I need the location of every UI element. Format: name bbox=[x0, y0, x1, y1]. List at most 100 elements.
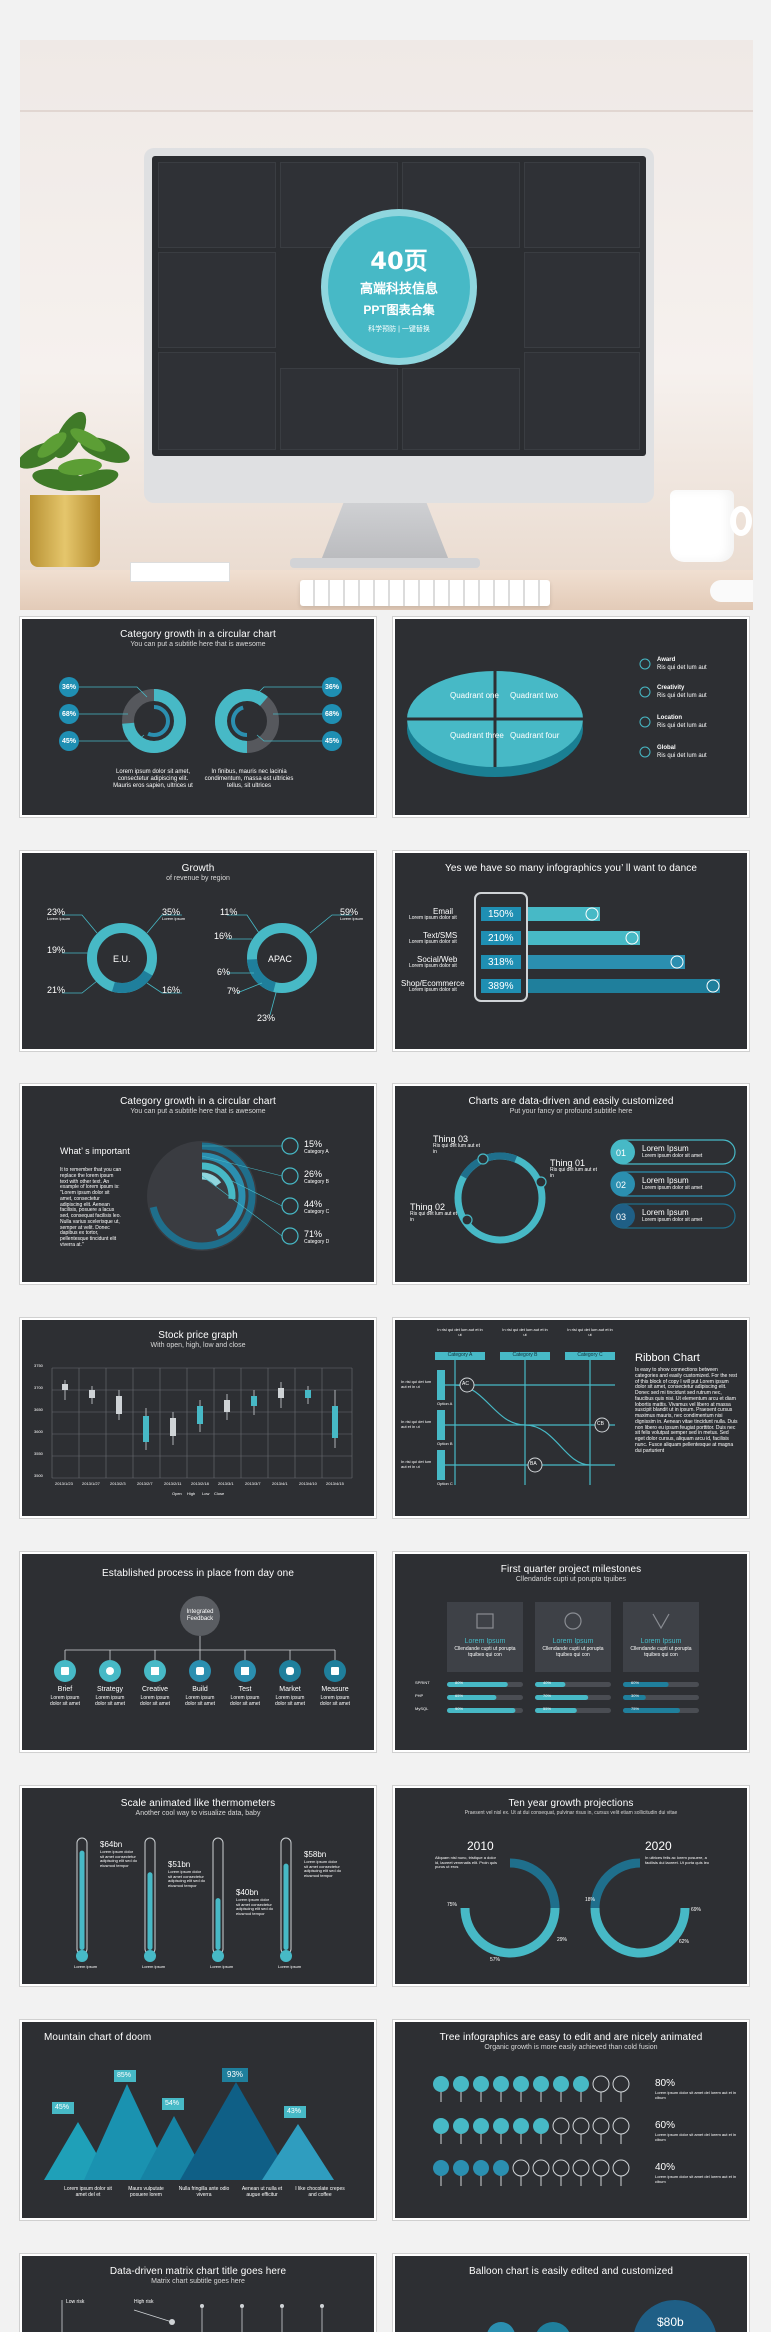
step-text: Lorem ipsum dolor sit amet bbox=[229, 1695, 260, 1707]
thermo-caption: Lorem ipsum bbox=[210, 1964, 234, 1969]
step-name: Measure bbox=[321, 1686, 349, 1693]
slide-balloons: Balloon chart is easily edited and custo… bbox=[392, 2253, 750, 2332]
mug bbox=[670, 490, 734, 562]
arc-value: 75% bbox=[447, 1902, 458, 1908]
step-name: Test bbox=[238, 1686, 252, 1693]
quadrant-label: Quadrant two bbox=[510, 691, 559, 700]
wall-line bbox=[20, 110, 753, 112]
progress-fill bbox=[623, 1708, 680, 1713]
thermo-text: Lorem ipsum dolor sit amet consectetur a… bbox=[236, 1897, 274, 1916]
slide-mountains: Mountain chart of doom 45% 85% 54% 93% 4… bbox=[19, 2019, 377, 2221]
row-label: Email bbox=[433, 907, 454, 916]
ribbon-node: CB bbox=[597, 1421, 604, 1427]
slide-subtitle: With open, high, low and close bbox=[150, 1342, 246, 1349]
x-tick: 2013/2/11 bbox=[164, 1481, 182, 1486]
tree-icon bbox=[473, 2076, 489, 2092]
tree-icon bbox=[612, 2117, 630, 2135]
thermo-level bbox=[283, 1863, 289, 1950]
card-text: Cllendande cupti ut porupta tquibes qui … bbox=[630, 1646, 692, 1658]
percent-label: 21% bbox=[47, 985, 66, 995]
bar-row-label: MySQL bbox=[415, 1706, 429, 1711]
slide-trees: Tree infographics are easy to edit and a… bbox=[392, 2019, 750, 2221]
monitor-stand-foot bbox=[290, 558, 480, 568]
screen-tile bbox=[524, 252, 640, 348]
progress-fill bbox=[535, 1708, 577, 1713]
arc-value: 18% bbox=[585, 1897, 596, 1903]
percent-label: 11% bbox=[220, 907, 238, 917]
arc-value: 57% bbox=[490, 1957, 501, 1963]
header-top: In risi qui det lum aut et in ut bbox=[437, 1327, 483, 1337]
bar-value: 65% bbox=[455, 1693, 464, 1698]
percent-label: 16% bbox=[162, 985, 181, 995]
thermometer-graphic bbox=[76, 1837, 292, 1962]
tree-icon bbox=[473, 2118, 489, 2134]
thermo-bulb bbox=[76, 1950, 88, 1962]
y-tick: 3750 bbox=[34, 1363, 43, 1368]
row-label: Shop/Ecommerce bbox=[401, 979, 465, 988]
tree-icon bbox=[572, 2117, 590, 2135]
thermo-text: Lorem ipsum dolor sit amet consectetur a… bbox=[168, 1869, 206, 1888]
slide-stock-graph: Stock price graph With open, high, low a… bbox=[19, 1317, 377, 1519]
item-value: 44% bbox=[304, 1199, 323, 1209]
card-text: Cllendande cupti ut porupta tquibes qui … bbox=[454, 1646, 516, 1658]
slide-title: Stock price graph bbox=[158, 1330, 238, 1341]
row-value: 210% bbox=[488, 933, 514, 944]
tree-icon bbox=[513, 2118, 529, 2134]
tree-value: 40% bbox=[655, 2162, 676, 2173]
row-value: 389% bbox=[488, 981, 514, 992]
thermo-bulb bbox=[144, 1950, 156, 1962]
pill-text: Lorem Ipsum bbox=[642, 1176, 689, 1185]
value-label: 45% bbox=[62, 738, 77, 745]
value-label: 36% bbox=[325, 684, 340, 691]
slide-title: Category growth in a circular chart bbox=[120, 1096, 276, 1107]
tree-icon bbox=[512, 2159, 530, 2177]
thermo-bulb bbox=[212, 1950, 224, 1962]
card-title: Lorem Ipsum bbox=[552, 1638, 594, 1645]
slide-process: Established process in place from day on… bbox=[19, 1551, 377, 1753]
thermo-caption: Lorem ipsum bbox=[142, 1964, 166, 1969]
tree-text: Lorem ipsum dolor sit amet del lorem aut… bbox=[655, 2090, 737, 2100]
thermo-caption: Lorem ipsum bbox=[74, 1964, 98, 1969]
value-label: 68% bbox=[325, 711, 340, 718]
badge-title: 高端科技信息 bbox=[359, 280, 438, 296]
row-sub: Lorem ipsum dolor sit bbox=[409, 987, 457, 993]
tree-icon bbox=[612, 2159, 630, 2177]
step-text: Lorem ipsum dolor sit amet bbox=[49, 1695, 80, 1707]
peak-caption: Lorem ipsum dolor sit amet del et bbox=[64, 2186, 112, 2198]
slide-ribbon-chart: In risi qui det lum aut et in ut In risi… bbox=[392, 1317, 750, 1519]
progress-fill bbox=[447, 1682, 508, 1687]
keyboard bbox=[300, 580, 550, 606]
thermo-text: Lorem ipsum dolor sit amet consectetur a… bbox=[100, 1849, 138, 1868]
growth-donuts bbox=[62, 914, 352, 1016]
slide-growth-regions: Growth of revenue by region E.U. APAC 23… bbox=[19, 850, 377, 1052]
hero-badge: 40页 高端科技信息 PPT图表合集 科学预防 | 一键替换 bbox=[328, 216, 470, 358]
screen-tile bbox=[158, 352, 276, 450]
tree-icon bbox=[433, 2076, 449, 2092]
item-label: Location bbox=[657, 715, 682, 721]
tree-icon bbox=[552, 2159, 570, 2177]
thing-text: Ris qui det lum aut et in bbox=[550, 1167, 597, 1179]
step-text: Lorem ipsum dolor sit amet bbox=[139, 1695, 170, 1707]
left-text: It to remember that you can replace the … bbox=[60, 1167, 122, 1248]
year-text: In ultrices felis ac lorem posuere, a fa… bbox=[645, 1855, 710, 1865]
matrix-graphic bbox=[61, 2300, 324, 2332]
step-name: Market bbox=[279, 1686, 301, 1693]
bar-value: 90% bbox=[455, 1706, 464, 1711]
slide-subtitle: Put your fancy or profound subtitle here bbox=[509, 1108, 633, 1115]
item-value: 71% bbox=[304, 1229, 323, 1239]
thermo-value: $51bn bbox=[168, 1860, 191, 1869]
pill-number: 01 bbox=[616, 1148, 627, 1158]
slide-things-ring: Charts are data-driven and easily custom… bbox=[392, 1083, 750, 1285]
caption-left: Lorem ipsum dolor sit amet, consectetur … bbox=[113, 769, 193, 789]
pill-sub: Lorem ipsum dolor sit amet bbox=[642, 1153, 703, 1159]
slide-subtitle: You can put a subtitle here that is awes… bbox=[130, 1108, 266, 1115]
step-text: Lorem ipsum dolor sit amet bbox=[274, 1695, 305, 1707]
tree-icon bbox=[592, 2117, 610, 2135]
item-value: 26% bbox=[304, 1169, 323, 1179]
quadrant-label: Quadrant one bbox=[450, 691, 499, 700]
row-label: Social/Web bbox=[417, 955, 458, 964]
row-value: 150% bbox=[488, 909, 514, 920]
slide-title: Charts are data-driven and easily custom… bbox=[468, 1096, 674, 1107]
region-label: E.U. bbox=[113, 954, 131, 964]
